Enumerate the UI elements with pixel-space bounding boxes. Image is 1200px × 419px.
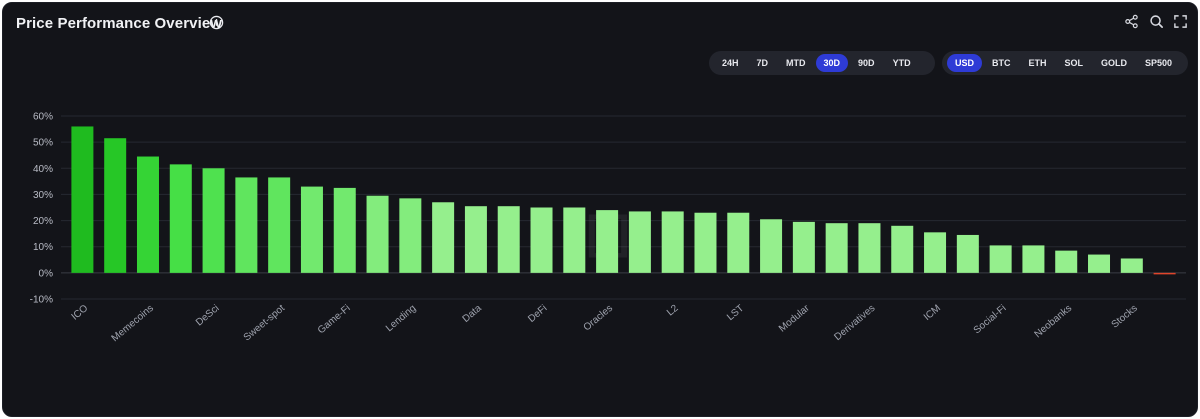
bar-chart: [ ] 60%50%40%30%20%10%0%-10% ICO Memecoin… [30,112,1186,344]
y-tick-label: 60% [33,112,53,123]
currency-option-gold[interactable]: GOLD [1101,58,1128,68]
page-title: Price Performance Overview [16,15,223,32]
bar[interactable] [333,187,356,273]
bar[interactable] [104,138,127,273]
x-tick-label: ICO [70,303,91,323]
timeframe-option-90d[interactable]: 90D [858,58,875,68]
y-tick-label: 20% [33,216,53,227]
x-tick-label: Lending [384,303,418,334]
y-tick-label: 0% [39,268,54,279]
timeframe-option-30d[interactable]: 30D [815,54,849,72]
search-icon[interactable] [1149,14,1164,29]
currency-option-btc[interactable]: BTC [992,58,1011,68]
info-icon[interactable] [209,15,224,30]
x-tick-label: Neobanks [1033,303,1075,340]
bar[interactable] [1055,250,1078,273]
currency-option-eth[interactable]: ETH [1028,58,1047,68]
bar[interactable] [563,207,586,273]
bar[interactable] [268,177,291,273]
bar[interactable] [300,186,323,273]
bar[interactable] [1088,254,1111,273]
share-icon[interactable] [1124,14,1139,29]
x-tick-label: LST [725,303,746,323]
y-tick-label: 10% [33,242,53,253]
bar[interactable] [825,223,848,273]
bar[interactable] [235,177,258,273]
bar[interactable] [71,126,94,273]
bar[interactable] [530,207,553,273]
bar[interactable] [1153,272,1176,275]
bar[interactable] [1022,245,1045,273]
bar[interactable] [956,234,979,273]
x-tick-label: Modular [777,302,812,334]
x-tick-label: DeSci [194,303,222,329]
bar[interactable] [1120,258,1143,273]
bar[interactable] [136,156,159,273]
currency-option-sp500[interactable]: SP500 [1145,58,1173,68]
timeframe-option-mtd[interactable]: MTD [786,58,806,68]
x-tick-label: Game-Fi [316,303,353,336]
x-tick-label: Data [461,303,485,325]
y-tick-label: 30% [33,190,53,201]
timeframe-option-24h[interactable]: 24H [722,58,739,68]
bar[interactable] [891,225,914,273]
bar[interactable] [366,195,389,273]
y-tick-label: -10% [30,295,53,306]
x-tick-label: Derivatives [832,303,877,343]
bar[interactable] [497,206,520,273]
currency-option-sol[interactable]: SOL [1064,58,1084,68]
bar[interactable] [792,221,815,273]
bar[interactable] [694,212,717,273]
bar[interactable] [661,211,684,273]
bar[interactable] [727,212,750,273]
x-tick-label: Sweet-spot [242,303,288,344]
y-tick-label: 50% [33,138,53,149]
bar[interactable] [628,211,651,273]
x-tick-label: Memecoins [110,303,156,344]
timeframe-option-7d[interactable]: 7D [756,58,769,68]
bar[interactable] [596,210,619,273]
bar[interactable] [464,206,487,273]
x-tick-label: Social-Fi [972,303,1009,336]
x-tick-label: DeFi [526,303,549,325]
y-tick-label: 40% [33,164,53,175]
x-tick-label: Oracles [582,303,615,334]
bar[interactable] [858,223,881,273]
bar[interactable] [169,164,192,273]
x-tick-label: L2 [665,303,681,319]
fullscreen-icon[interactable] [1173,14,1188,29]
bar[interactable] [432,202,455,273]
timeframe-selector: 24H 7D MTD 30D 90D YTD [709,51,935,75]
bar[interactable] [989,245,1012,273]
bar[interactable] [924,232,947,273]
bar[interactable] [399,198,422,273]
timeframe-option-ytd[interactable]: YTD [892,58,911,68]
bar[interactable] [202,168,225,273]
currency-option-usd[interactable]: USD [947,54,983,72]
currency-selector: USD BTC ETH SOL GOLD SP500 [942,51,1188,75]
bar[interactable] [760,219,783,273]
x-tick-label: ICM [922,303,943,323]
x-tick-label: Stocks [1110,303,1140,331]
